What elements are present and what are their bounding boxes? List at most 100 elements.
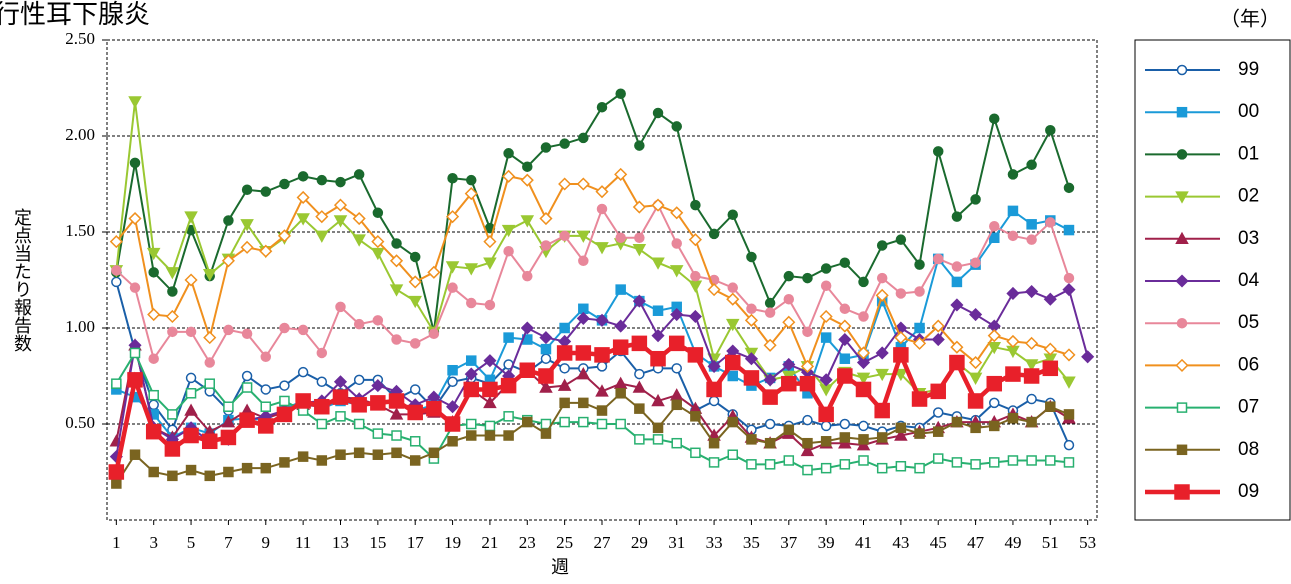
marker — [651, 329, 665, 343]
marker — [241, 382, 253, 393]
marker — [185, 464, 197, 476]
legend-title: （年） — [1220, 7, 1280, 30]
marker — [539, 380, 553, 393]
x-tick-label: 23 — [519, 533, 536, 552]
legend-marker — [1176, 106, 1188, 118]
x-tick-label: 53 — [1079, 533, 1096, 552]
marker — [1062, 376, 1076, 389]
marker — [1063, 439, 1075, 451]
marker — [615, 418, 626, 430]
marker — [725, 354, 741, 371]
marker — [372, 315, 384, 326]
marker — [690, 270, 701, 282]
marker — [1042, 360, 1059, 377]
marker — [875, 346, 889, 360]
marker — [1024, 359, 1039, 372]
marker — [447, 364, 458, 376]
x-tick-label: 29 — [631, 533, 648, 552]
marker — [128, 96, 142, 109]
marker — [408, 275, 422, 289]
marker — [668, 335, 685, 352]
x-tick-label: 1 — [112, 533, 121, 552]
legend-label: 01 — [1238, 143, 1259, 164]
marker — [540, 353, 552, 364]
marker — [1025, 336, 1039, 350]
marker — [1045, 217, 1056, 228]
marker — [279, 322, 290, 334]
marker — [951, 211, 963, 222]
marker — [782, 357, 796, 372]
marker — [802, 464, 813, 476]
marker — [445, 261, 460, 274]
marker — [409, 436, 421, 447]
marker — [409, 384, 421, 395]
marker — [1045, 455, 1056, 466]
marker — [540, 240, 552, 251]
y-tick-label: 1.00 — [65, 317, 95, 336]
marker — [727, 370, 739, 382]
x-tick-label: 5 — [187, 533, 196, 552]
series-line — [115, 281, 1070, 446]
marker — [1007, 455, 1019, 466]
series-line — [115, 350, 1070, 472]
marker — [204, 357, 215, 368]
legend-marker — [1175, 231, 1189, 245]
marker — [632, 200, 646, 214]
marker — [316, 174, 328, 186]
marker — [596, 361, 608, 372]
marker — [148, 466, 159, 478]
legend-label: 03 — [1238, 228, 1259, 249]
x-tick-label: 11 — [295, 533, 311, 552]
marker — [652, 434, 664, 445]
marker — [260, 186, 272, 197]
marker — [1043, 342, 1057, 356]
marker — [503, 148, 514, 159]
marker — [108, 464, 125, 480]
marker — [670, 206, 684, 220]
x-tick-label: 43 — [892, 533, 909, 552]
marker — [407, 404, 423, 421]
marker — [559, 416, 570, 428]
marker — [595, 313, 609, 327]
marker — [539, 211, 553, 226]
marker — [371, 379, 385, 393]
marker — [408, 295, 422, 309]
legend-label: 06 — [1238, 354, 1259, 375]
marker — [838, 436, 852, 449]
marker — [148, 353, 159, 364]
marker — [335, 176, 346, 188]
legend-label: 09 — [1238, 481, 1259, 502]
marker — [764, 297, 776, 309]
legend-marker — [1176, 64, 1188, 76]
marker — [501, 224, 516, 238]
legend-marker — [1175, 274, 1189, 288]
marker — [520, 215, 535, 228]
marker — [1006, 286, 1020, 301]
marker — [968, 372, 983, 385]
x-axis-label: 週 — [551, 557, 569, 577]
marker — [167, 470, 178, 482]
marker — [465, 355, 477, 366]
marker — [353, 418, 365, 430]
legend-label: 05 — [1238, 312, 1259, 333]
marker — [856, 438, 871, 451]
marker — [503, 430, 514, 441]
marker — [483, 395, 497, 409]
marker — [409, 338, 421, 349]
marker — [351, 397, 367, 413]
marker — [930, 383, 946, 400]
marker — [706, 381, 722, 398]
marker — [876, 462, 888, 474]
marker — [632, 244, 647, 257]
marker — [503, 411, 514, 422]
marker — [989, 232, 1000, 244]
marker — [1026, 219, 1037, 230]
marker — [447, 172, 458, 184]
marker — [465, 174, 477, 186]
marker — [165, 267, 180, 280]
marker — [874, 402, 890, 419]
marker — [540, 142, 552, 153]
marker — [111, 378, 122, 389]
marker — [353, 169, 365, 180]
